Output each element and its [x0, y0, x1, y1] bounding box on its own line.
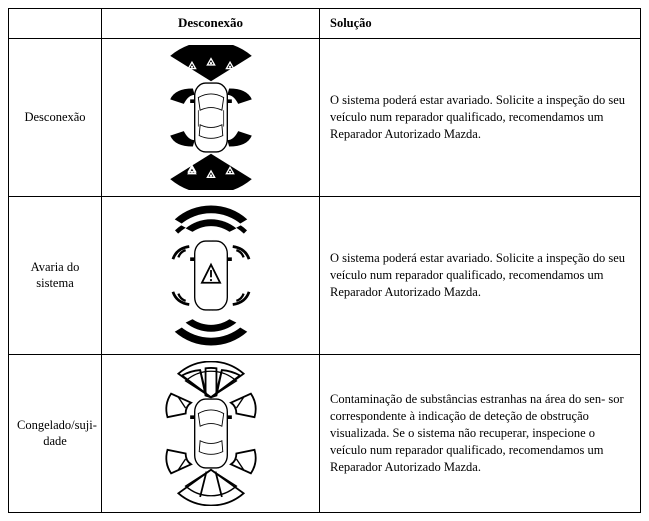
table-row: Avaria do sistema	[9, 196, 641, 354]
row-diagram	[102, 196, 320, 354]
row-solution: O sistema poderá estar avariado. Solicit…	[320, 38, 641, 196]
table-row: Congelado/suji- dade	[9, 354, 641, 512]
row-solution: Contaminação de substâncias estranhas na…	[320, 354, 641, 512]
row-diagram	[102, 354, 320, 512]
table-row: Desconexão	[9, 38, 641, 196]
row-label: Avaria do sistema	[9, 196, 102, 354]
sensor-diagram-system-failure-icon	[116, 203, 306, 348]
sensor-error-table: Desconexão Solução Desconexão	[8, 8, 641, 513]
header-label	[9, 9, 102, 39]
row-label: Desconexão	[9, 38, 102, 196]
row-diagram	[102, 38, 320, 196]
header-image: Desconexão	[102, 9, 320, 39]
header-solution: Solução	[320, 9, 641, 39]
sensor-diagram-frozen-icon	[116, 361, 306, 506]
row-solution: O sistema poderá estar avariado. Solicit…	[320, 196, 641, 354]
row-label: Congelado/suji- dade	[9, 354, 102, 512]
sensor-diagram-disconnection-icon	[116, 45, 306, 190]
